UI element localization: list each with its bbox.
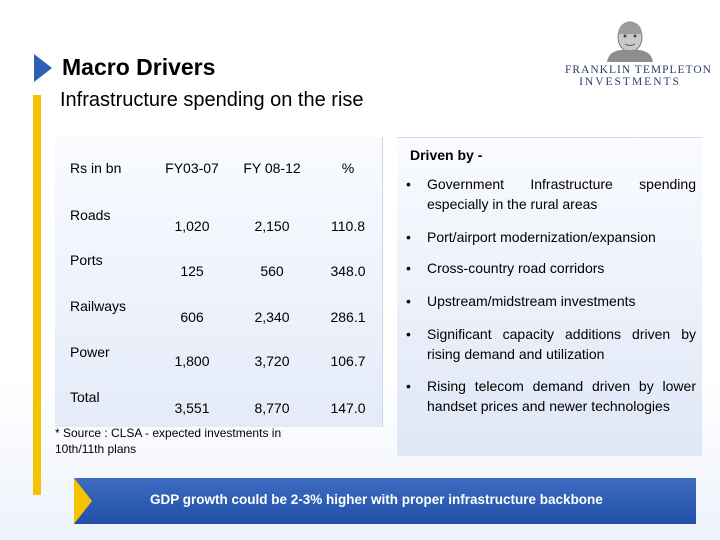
list-item: • Cross-country road corridors [406, 258, 696, 278]
banner-text: GDP growth could be 2-3% higher with pro… [150, 492, 603, 507]
source-note-line-2: 10th/11th plans [55, 442, 137, 456]
list-item: • Port/airport modernization/expansion [406, 227, 696, 247]
table-cell-fy03-07: 1,800 [174, 353, 210, 369]
driver-text: Significant capacity additions driven by… [427, 326, 696, 362]
table-cell-percent: 286.1 [330, 309, 366, 325]
accent-bar [33, 95, 41, 495]
list-item: • Rising telecom demand driven by lower … [406, 376, 696, 416]
conclusion-banner: GDP growth could be 2-3% higher with pro… [74, 478, 696, 524]
table-cell-fy03-07: 3,551 [174, 400, 210, 416]
franklin-templeton-logo: FRANKLIN TEMPLETON INVESTMENTS [565, 18, 712, 88]
bullet-icon: • [406, 260, 411, 276]
table-cell-percent: 106.7 [330, 353, 366, 369]
logo-text-secondary: INVESTMENTS [579, 76, 681, 88]
title-arrow-icon [34, 54, 52, 82]
page-subtitle: Infrastructure spending on the rise [60, 89, 364, 111]
bullet-icon: • [406, 378, 411, 394]
list-item: • Significant capacity additions driven … [406, 324, 696, 364]
table-header-fy08-12: FY 08-12 [243, 160, 301, 176]
driver-text: Port/airport modernization/expansion [427, 229, 656, 245]
table-cell-fy03-07: 606 [180, 309, 204, 325]
bullet-icon: • [406, 326, 411, 342]
table-cell-fy08-12: 2,150 [254, 218, 290, 234]
table-row-label: Ports [70, 252, 103, 268]
driver-text: Rising telecom demand driven by lower ha… [427, 378, 696, 414]
table-cell-fy08-12: 3,720 [254, 353, 290, 369]
table-cell-fy08-12: 8,770 [254, 400, 290, 416]
banner-arrow-icon [74, 478, 92, 524]
list-item: • Upstream/midstream investments [406, 291, 696, 311]
table-cell-percent: 147.0 [330, 400, 366, 416]
table-header-unit: Rs in bn [70, 160, 122, 176]
table-row-label: Total [70, 389, 100, 405]
driver-text: Government Infrastructure spending espec… [427, 176, 696, 212]
portrait-icon [607, 21, 653, 62]
bullet-icon: • [406, 176, 411, 192]
table-row-label: Railways [70, 298, 127, 314]
table-cell-fy03-07: 1,020 [174, 218, 210, 234]
bullet-icon: • [406, 229, 411, 245]
table-cell-fy03-07: 125 [180, 263, 204, 279]
table-header-fy03-07: FY03-07 [165, 160, 219, 176]
driver-text: Cross-country road corridors [427, 260, 605, 276]
page-title: Macro Drivers [62, 54, 216, 80]
table-row-label: Roads [70, 207, 111, 223]
table-row-label: Power [70, 344, 110, 360]
source-note: * Source : CLSA - expected investments i… [55, 425, 355, 457]
table-cell-fy08-12: 560 [260, 263, 284, 279]
table-header-percent: % [341, 160, 355, 176]
source-note-line-1: * Source : CLSA - expected investments i… [55, 426, 282, 440]
table-cell-fy08-12: 2,340 [254, 309, 290, 325]
driver-text: Upstream/midstream investments [427, 293, 636, 309]
list-item: • Government Infrastructure spending esp… [406, 174, 696, 214]
bullet-icon: • [406, 293, 411, 309]
drivers-panel [397, 137, 702, 456]
logo-text-primary: FRANKLIN TEMPLETON [565, 64, 712, 76]
drivers-heading: Driven by - [410, 147, 483, 163]
table-cell-percent: 110.8 [331, 218, 365, 234]
table-cell-percent: 348.0 [330, 263, 366, 279]
spending-table [55, 137, 383, 427]
